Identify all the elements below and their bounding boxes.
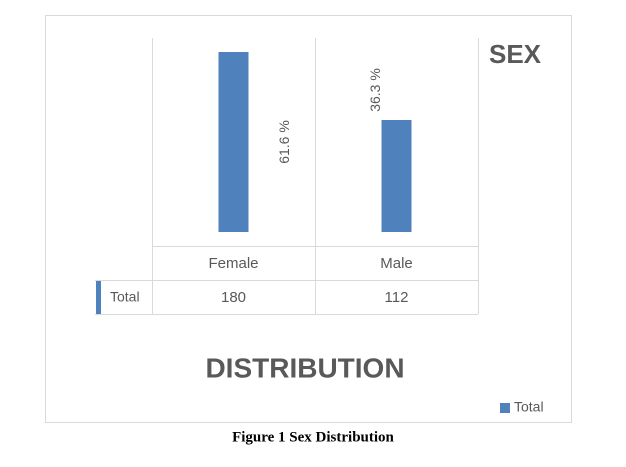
legend-key [96,281,101,314]
data-label: 61.6 % [276,120,292,164]
chart-border [45,15,572,423]
legend-label: Total [514,399,544,415]
table-value: 180 [221,289,246,306]
chart-title: SEX [489,39,542,69]
data-label: 36.3 % [367,68,383,112]
category-label: Female [208,255,258,272]
table-grid [95,38,479,315]
category-label: Male [380,255,413,272]
chart-subtitle: DISTRIBUTION [205,352,404,383]
table-value: 112 [385,289,409,306]
figure-caption: Figure 1 Sex Distribution [232,429,394,445]
legend-key [500,403,510,413]
bar [381,120,412,232]
bar [218,52,249,232]
table-row-label: Total [110,289,140,305]
